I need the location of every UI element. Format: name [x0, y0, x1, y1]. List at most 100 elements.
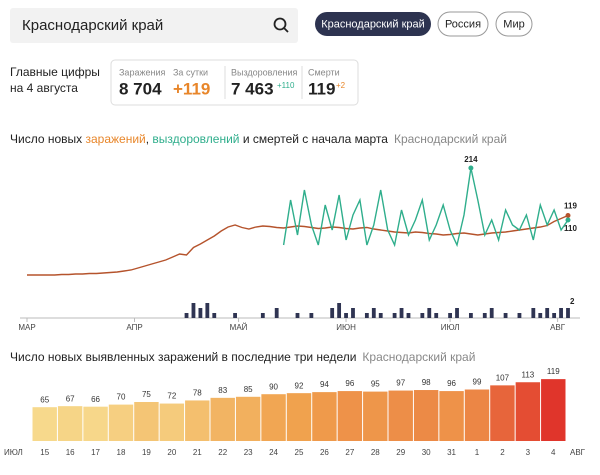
- bar: [205, 303, 210, 318]
- bar: [344, 313, 348, 318]
- bar: [286, 393, 312, 441]
- tab-label: Мир: [503, 18, 524, 30]
- subtitle: Краснодарский край: [394, 132, 507, 146]
- value-label: 99: [473, 378, 482, 387]
- value-label: 75: [142, 390, 151, 399]
- value-label: 72: [167, 392, 176, 401]
- bar: [541, 379, 566, 441]
- x-tick-label: 21: [193, 448, 202, 457]
- bar: [439, 391, 464, 441]
- bar: [337, 303, 342, 318]
- search-box[interactable]: [10, 8, 298, 43]
- bar: [32, 407, 57, 441]
- bar: [392, 313, 397, 318]
- value-label: 83: [218, 386, 227, 395]
- value-label: 98: [422, 378, 431, 387]
- bar: [489, 308, 494, 318]
- bar: [210, 397, 235, 441]
- value-label: 96: [447, 379, 456, 388]
- bar: [235, 396, 261, 441]
- bar: [455, 308, 459, 318]
- bar: [371, 308, 376, 318]
- title-part: Число новых: [10, 132, 85, 146]
- bar: [83, 406, 108, 441]
- value-label: 90: [269, 382, 278, 391]
- x-tick-label: 29: [396, 448, 405, 457]
- x-tick-label: 28: [371, 448, 380, 457]
- bar: [351, 308, 355, 318]
- tab[interactable]: [437, 11, 489, 37]
- bar: [406, 313, 411, 318]
- tab-label: Россия: [445, 18, 481, 30]
- stat-label: Смерти: [308, 67, 340, 77]
- bar: [552, 313, 557, 318]
- title: Число новых выявленных заражений в после…: [10, 350, 356, 364]
- end-dot: [565, 217, 571, 223]
- x-tick-label: АПР: [126, 323, 142, 332]
- x-tick-label: 2: [500, 448, 505, 457]
- x-tick-label: 22: [218, 448, 227, 457]
- bar: [517, 313, 522, 318]
- peak-label: 214: [464, 155, 478, 164]
- bar: [515, 382, 541, 441]
- stat-delta: +110: [277, 81, 295, 90]
- bar: [212, 313, 217, 318]
- value-label: 97: [396, 379, 405, 388]
- bar: [233, 313, 237, 318]
- x-tick-label: 20: [167, 448, 176, 457]
- tab-active[interactable]: [315, 12, 431, 36]
- bar: [464, 389, 490, 441]
- bar: [184, 313, 189, 318]
- end-dot: [565, 213, 571, 218]
- line-series: [27, 214, 569, 276]
- x-tick-label: 23: [244, 448, 253, 457]
- value-label: 70: [117, 393, 126, 402]
- bar: [482, 313, 487, 318]
- x-tick-label: МАР: [18, 323, 35, 332]
- stat-delta: +2: [336, 81, 346, 90]
- bar: [559, 308, 563, 318]
- search-query: Краснодарский край: [22, 17, 163, 34]
- title-part: и смертей с начала марта: [240, 132, 389, 146]
- value-label: 92: [295, 381, 304, 390]
- peak-dot: [468, 165, 474, 171]
- x-tick-label: ИЮН: [336, 323, 356, 332]
- bar: [531, 308, 536, 318]
- tab[interactable]: [495, 11, 533, 37]
- value-label: 85: [244, 385, 253, 394]
- stat-value: 119: [308, 79, 335, 98]
- chart-title: Число новых выявленных заражений в после…: [10, 350, 475, 364]
- x-tick-label: 30: [422, 448, 431, 457]
- stat-label: Выздоровления: [231, 67, 297, 77]
- bar: [490, 385, 515, 441]
- stat-label: Заражения: [119, 67, 165, 77]
- search-icon[interactable]: [273, 17, 287, 31]
- value-label: 65: [40, 395, 49, 404]
- bar: [566, 308, 570, 318]
- value-label: 66: [91, 395, 100, 404]
- bar: [378, 313, 383, 318]
- bar: [538, 313, 543, 318]
- stat-label: За сутки: [173, 67, 208, 77]
- month-label: АВГ: [570, 448, 586, 457]
- month-label: ИЮЛ: [4, 448, 23, 457]
- bar: [503, 313, 508, 318]
- stat-value: +119: [173, 79, 210, 98]
- chart-title: Число новых заражений, выздоровлений и с…: [10, 132, 507, 146]
- summary-date: на 4 августа: [10, 81, 78, 95]
- bar: [159, 403, 185, 441]
- x-tick-label: 1: [475, 448, 480, 457]
- bar: [388, 390, 413, 441]
- x-tick-label: 31: [447, 448, 456, 457]
- x-tick-label: 3: [526, 448, 531, 457]
- bar: [434, 313, 439, 318]
- x-tick-label: 25: [295, 448, 304, 457]
- bar: [448, 313, 452, 318]
- bar: [413, 390, 439, 441]
- x-tick-label: 15: [40, 448, 49, 457]
- value-label: 96: [345, 379, 354, 388]
- bar: [295, 313, 300, 318]
- value-label: 67: [66, 394, 75, 403]
- bar: [108, 404, 134, 441]
